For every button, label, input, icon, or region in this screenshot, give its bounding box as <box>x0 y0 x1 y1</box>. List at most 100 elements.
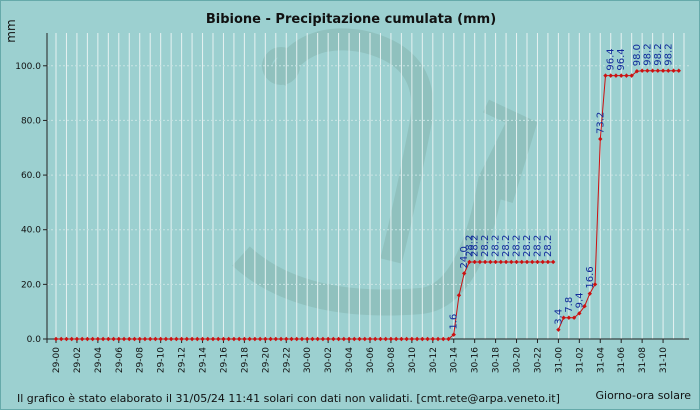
data-point <box>200 336 205 342</box>
data-point <box>467 259 472 265</box>
data-point <box>587 291 592 296</box>
data-point <box>252 336 258 342</box>
data-point <box>456 293 462 298</box>
data-point <box>556 327 561 332</box>
x-tick-label: 30-14 <box>450 347 460 373</box>
data-point <box>619 73 624 78</box>
data-label: 28.2 <box>532 235 543 257</box>
data-point <box>404 336 409 342</box>
data-label: 28.2 <box>543 235 554 257</box>
data-point <box>137 336 142 342</box>
data-point <box>446 336 451 342</box>
data-point <box>95 336 101 342</box>
data-point <box>592 282 598 287</box>
plot-area <box>47 33 689 339</box>
data-point <box>331 336 336 342</box>
data-point <box>121 336 127 342</box>
data-point <box>310 336 315 342</box>
y-tick-label: 20.0 <box>21 280 41 290</box>
data-point <box>435 336 441 342</box>
data-point <box>373 336 378 342</box>
data-point <box>257 336 263 342</box>
x-tick-label: 29-06 <box>115 347 125 373</box>
data-point <box>535 259 540 265</box>
x-tick-label: 29-12 <box>178 347 188 373</box>
x-tick-label: 30-20 <box>513 347 523 373</box>
data-point <box>441 336 446 342</box>
data-point <box>613 73 619 78</box>
x-tick-label: 30-00 <box>303 347 313 373</box>
data-point <box>289 336 294 342</box>
data-label: 96.4 <box>616 48 627 70</box>
grid-lines <box>47 33 689 339</box>
data-point <box>383 336 388 342</box>
data-point <box>367 336 373 342</box>
data-point <box>488 259 493 265</box>
data-point <box>236 336 242 342</box>
data-point <box>216 336 221 342</box>
data-point <box>472 259 477 265</box>
data-point <box>90 336 95 342</box>
data-point <box>430 336 435 342</box>
y-tick-label: 0.0 <box>27 335 42 345</box>
data-point <box>514 259 519 265</box>
x-tick-label: 29-18 <box>240 347 250 373</box>
data-label: 98.0 <box>632 44 643 66</box>
chart-title: Bibione - Precipitazione cumulata (mm) <box>206 12 496 27</box>
data-point <box>79 336 85 342</box>
data-point <box>545 259 551 265</box>
data-point <box>608 73 613 78</box>
data-point <box>153 336 158 342</box>
x-tick-label: 29-04 <box>94 347 104 373</box>
data-point <box>294 336 299 342</box>
data-label: 28.2 <box>480 235 491 257</box>
data-point <box>174 336 179 342</box>
y-tick-label: 80.0 <box>21 116 41 126</box>
data-point <box>666 68 671 73</box>
data-point <box>650 68 655 73</box>
harp-watermark <box>232 28 538 316</box>
x-tick-label: 30-10 <box>408 347 418 373</box>
x-tick-label: 30-22 <box>533 347 543 373</box>
data-point <box>158 336 163 342</box>
data-point <box>451 332 456 337</box>
x-tick-label: 30-04 <box>345 347 355 373</box>
data-point <box>268 336 273 342</box>
data-point <box>284 336 289 342</box>
data-point <box>655 68 661 73</box>
x-tick-label: 30-12 <box>429 347 439 373</box>
data-point <box>378 336 383 342</box>
footer-note: Il grafico è stato elaborato il 31/05/24… <box>17 392 560 405</box>
data-point <box>524 259 530 265</box>
data-point <box>503 259 509 265</box>
data-point <box>629 73 634 78</box>
data-label: 98.2 <box>642 43 653 65</box>
data-point <box>519 259 524 265</box>
data-point <box>414 336 420 342</box>
data-point <box>540 259 545 265</box>
harp-watermark-horn <box>483 99 538 204</box>
data-point <box>132 336 137 342</box>
data-point <box>168 336 174 342</box>
data-point <box>163 336 169 342</box>
x-tick-label: 30-08 <box>387 347 397 373</box>
data-point <box>226 336 231 342</box>
data-point <box>210 336 216 342</box>
data-point <box>299 336 305 342</box>
data-point <box>64 336 69 342</box>
data-label: 28.2 <box>501 235 512 257</box>
harp-watermark-base <box>232 115 533 316</box>
data-point <box>242 336 247 342</box>
data-labels: 1.624.028.228.2 28.2 28.2 28.2 28.2 28.2 28.2 2… <box>449 43 675 329</box>
data-point <box>362 336 367 342</box>
data-point <box>409 336 415 342</box>
y-tick-label: 100.0 <box>15 62 41 72</box>
data-point <box>352 336 357 342</box>
series-markers <box>53 68 681 342</box>
y-tick-labels: 0.0 20.0 40.0 60.0 80.0 100.0 <box>15 62 47 345</box>
data-point <box>315 336 320 342</box>
data-label: 28.2 <box>491 235 502 257</box>
data-point <box>530 259 535 265</box>
data-point <box>148 336 153 342</box>
